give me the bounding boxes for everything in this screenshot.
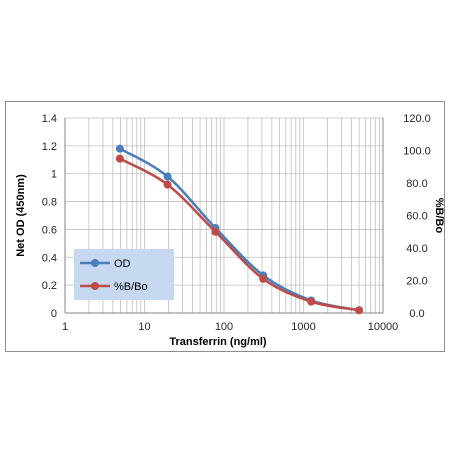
tick-labels: 1 10 100 1000 10000 0 0.2 0.4 0.6 0.8 1 1.2 1.4 0.0 20… — [42, 113, 431, 333]
y-tick-label: 1.2 — [42, 141, 57, 153]
chart-svg: 1 10 100 1000 10000 0 0.2 0.4 0.6 0.8 1 1.2 1.4 0.0 20… — [15, 113, 444, 348]
y2-tick-label: 0.0 — [409, 308, 424, 320]
x-tick-label: 1 — [62, 321, 68, 333]
x-tick-label: 1000 — [291, 321, 315, 333]
y-tick-label: 1 — [51, 169, 57, 181]
x-tick-label: 10000 — [368, 321, 399, 333]
y-axis-title: Net OD (450nm) — [15, 174, 27, 257]
data-point-b-bo — [307, 297, 316, 306]
y2-tick-label: 100.0 — [403, 146, 431, 158]
data-point-od — [163, 172, 172, 181]
y2-tick-label: 80.0 — [406, 178, 427, 190]
data-point-b-bo — [355, 306, 364, 315]
y-tick-label: 0.2 — [42, 280, 57, 292]
legend: OD %B/Bo — [80, 258, 148, 293]
y-tick-label: 0.4 — [42, 252, 57, 264]
data-point-b-bo — [259, 274, 268, 283]
data-point-b-bo — [115, 154, 124, 163]
legend-marker-b-bo — [91, 282, 99, 290]
y-tick-label: 1.4 — [42, 113, 57, 125]
y-tick-label: 0.6 — [42, 224, 57, 236]
y-tick-label: 0.8 — [42, 197, 57, 209]
data-point-b-bo — [163, 180, 172, 189]
y2-tick-label: 120.0 — [403, 113, 431, 125]
x-tick-label: 100 — [215, 321, 233, 333]
data-point-od — [115, 144, 124, 153]
x-tick-label: 10 — [138, 321, 150, 333]
series — [115, 144, 364, 315]
y-tick-label: 0 — [51, 308, 57, 320]
legend-box — [74, 249, 174, 300]
x-axis-title: Transferrin (ng/ml) — [169, 336, 267, 348]
y2-tick-label: 40.0 — [406, 243, 427, 255]
legend-label-od: OD — [114, 258, 131, 270]
y2-tick-label: 20.0 — [406, 276, 427, 288]
legend-marker-od — [91, 259, 99, 267]
data-point-b-bo — [211, 227, 220, 236]
chart-frame: 1 10 100 1000 10000 0 0.2 0.4 0.6 0.8 1 1.2 1.4 0.0 20… — [5, 101, 445, 352]
y2-axis-title: %B/Bo — [433, 198, 444, 234]
legend-label-b-bo: %B/Bo — [114, 281, 148, 293]
axes — [64, 118, 384, 314]
y2-tick-label: 60.0 — [406, 211, 427, 223]
